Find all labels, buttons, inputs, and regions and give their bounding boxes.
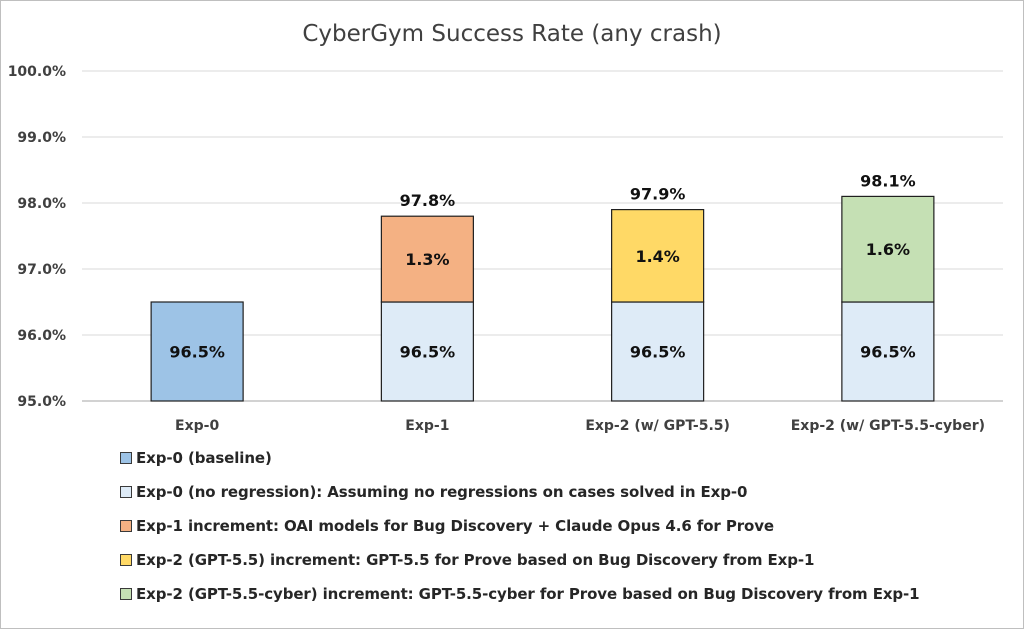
legend-swatch [120, 486, 132, 498]
legend-item: Exp-2 (GPT-5.5-cyber) increment: GPT-5.5… [120, 584, 920, 604]
bar-segment [611, 301, 705, 402]
legend-item: Exp-0 (no regression): Assuming no regre… [120, 482, 747, 502]
legend-swatch [120, 520, 132, 532]
bar-segment [841, 301, 935, 402]
x-axis-tick-labels: Exp-0 Exp-1 Exp-2 (w/ GPT-5.5) Exp-2 (w/ GP… [175, 418, 985, 434]
y-tick-label: 98.0% [17, 196, 66, 212]
bar-total-label: 97.8% [400, 191, 456, 210]
bar-segment [380, 301, 474, 402]
bar-value-label: 96.5% [860, 343, 916, 362]
y-tick-label: 97.0% [17, 262, 66, 278]
legend-swatch [120, 554, 132, 566]
bars: 96.5% 96.5% 1.3% 97.8% 96.5% 1.4% 97.9% 96.5% 1.… [150, 171, 935, 402]
legend-swatch [120, 452, 132, 464]
legend-item: Exp-1 increment: OAI models for Bug Disc… [120, 516, 774, 536]
bar-segment [150, 301, 244, 402]
legend-label: Exp-0 (no regression): Assuming no regre… [136, 483, 748, 501]
bar-segment [611, 209, 705, 303]
legend-swatch [120, 588, 132, 600]
y-axis-tick-labels: 95.0% 96.0% 97.0% 98.0% 99.0% 100.0% [8, 64, 66, 410]
bar-value-label: 96.5% [169, 343, 225, 362]
y-tick-label: 100.0% [8, 64, 66, 80]
bar-segment [841, 195, 935, 303]
y-tick-label: 96.0% [17, 328, 66, 344]
x-tick-label: Exp-1 [405, 418, 449, 434]
x-tick-label: Exp-2 (w/ GPT-5.5) [585, 418, 730, 434]
legend-label: Exp-2 (GPT-5.5-cyber) increment: GPT-5.5… [136, 585, 920, 603]
legend-label: Exp-1 increment: OAI models for Bug Disc… [136, 517, 774, 535]
bar-value-label: 1.4% [635, 247, 679, 266]
x-tick-label: Exp-2 (w/ GPT-5.5-cyber) [791, 418, 985, 434]
bar-value-label: 96.5% [400, 343, 456, 362]
bar-segment [380, 215, 474, 303]
legend-item: Exp-2 (GPT-5.5) increment: GPT-5.5 for P… [120, 550, 814, 570]
bar-value-label: 1.3% [405, 250, 449, 269]
y-tick-label: 99.0% [17, 130, 66, 146]
bar-value-label: 96.5% [630, 343, 686, 362]
y-tick-label: 95.0% [17, 394, 66, 410]
legend-item: Exp-0 (baseline) [120, 448, 272, 468]
x-tick-label: Exp-0 [175, 418, 219, 434]
legend-label: Exp-0 (baseline) [136, 449, 272, 467]
bar-value-label: 1.6% [866, 240, 910, 259]
legend-label: Exp-2 (GPT-5.5) increment: GPT-5.5 for P… [136, 551, 815, 569]
chart-title: CyberGym Success Rate (any crash) [302, 21, 721, 47]
bar-total-label: 98.1% [860, 171, 916, 190]
bar-total-label: 97.9% [630, 185, 686, 204]
chart-canvas: CyberGym Success Rate (any crash) 95.0%9… [8, 21, 1003, 434]
